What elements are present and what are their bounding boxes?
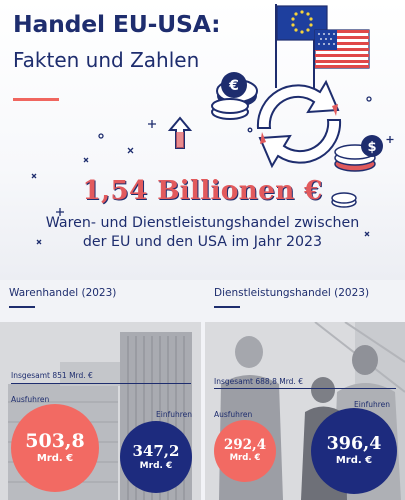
goods-exports-value: 503,8 [25,430,85,452]
goods-imports-value: 347,2 [132,441,180,460]
headline-line-2: der EU und den USA im Jahr 2023 [82,234,323,250]
services-total-line [214,388,396,389]
goods-imports-bubble: 347,2 Mrd. € [120,421,192,493]
goods-exports-unit: Mrd. € [36,453,74,464]
goods-panel-divider [9,306,35,308]
services-imports-label: Einfuhren [354,400,391,409]
services-exports-label: Ausfuhren [214,410,253,419]
services-panel: Dienstleistungshandel (2023) Insgesamt 6… [205,280,405,500]
headline-description: Waren- und Dienstleistungshandel zwische… [0,214,405,252]
arrow-up-icon [167,116,193,149]
goods-total-label: Insgesamt 851 Mrd. € [11,371,93,380]
svg-text:$: $ [367,140,376,155]
services-imports-unit: Mrd. € [335,455,373,466]
goods-exports-bubble: 503,8 Mrd. € [11,404,99,492]
page-title: Handel EU-USA: [13,10,221,38]
services-panel-divider [214,306,240,308]
goods-panel-title: Warenhandel (2023) [9,287,117,299]
services-exports-unit: Mrd. € [229,453,261,463]
headline-value: 1,54 Billionen € [82,175,323,206]
us-flag-icon [314,29,370,69]
goods-panel: Warenhandel (2023) Insgesamt 851 Mrd. € … [0,280,201,500]
eu-flag-icon [276,5,328,41]
headline-line-1: Waren- und Dienstleistungshandel zwische… [45,215,360,231]
services-imports-bubble: 396,4 Mrd. € [311,408,397,494]
services-panel-title: Dienstleistungshandel (2023) [214,287,370,299]
goods-total-line [11,383,191,384]
goods-exports-label: Ausfuhren [11,395,50,404]
services-imports-value: 396,4 [326,434,382,454]
svg-text:€: € [228,78,239,94]
goods-imports-label: Einfuhren [156,410,193,419]
exchange-arrows-icon [256,79,342,169]
trade-illustration: € $ [31,4,394,245]
services-exports-bubble: 292,4 Mrd. € [214,420,276,482]
dollar-coin-icon: $ [334,135,383,172]
services-panel-header [205,280,405,322]
title-divider [13,98,59,101]
services-exports-value: 292,4 [223,437,267,453]
services-total-label: Insgesamt 688,8 Mrd. € [214,377,303,386]
euro-coin-icon: € [211,72,258,120]
goods-panel-header [0,280,201,322]
page-subtitle: Fakten und Zahlen [13,48,200,72]
goods-imports-unit: Mrd. € [139,460,173,471]
